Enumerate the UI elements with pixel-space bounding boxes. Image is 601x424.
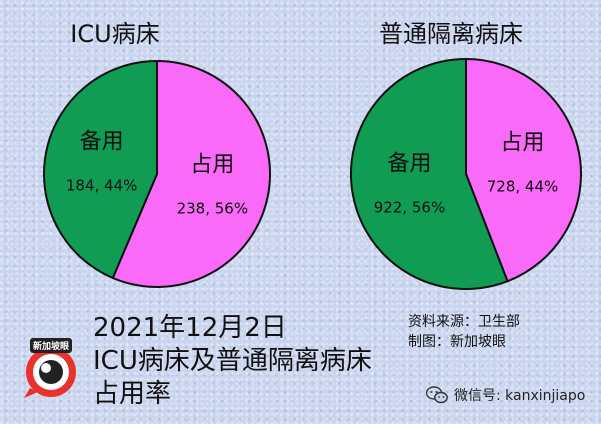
- wechat-icon: [426, 386, 448, 404]
- caption-rate: 占用率: [93, 379, 172, 409]
- pie-slice-value-0-0: 238, 56%: [177, 199, 249, 217]
- pie-slice-value-0-1: 184, 44%: [66, 177, 138, 195]
- isolation-pie-svg: 占用 728, 44% 备用 922, 56%: [350, 57, 582, 290]
- pie-slice-value-1-0: 728, 44%: [487, 177, 559, 195]
- pie-slice-0-0: [111, 59, 271, 288]
- pie-slice-1-0: [465, 57, 582, 283]
- pie-slice-1-1: [350, 57, 509, 290]
- author-line: 制图：新加坡眼: [408, 334, 506, 350]
- pie-slice-label-1-0: 占用: [501, 130, 545, 155]
- icu-pie-svg: 占用 238, 56% 备用 184, 44%: [43, 59, 271, 288]
- pie-slice-value-1-1: 922, 56%: [374, 199, 446, 217]
- icu-chart-title: ICU病床: [70, 20, 160, 48]
- source-line: 资料来源：卫生部: [408, 314, 520, 330]
- wechat-text: 微信号: kanxinjiapo: [454, 388, 586, 404]
- source-note: 资料来源：卫生部 制图：新加坡眼: [408, 312, 520, 352]
- pie-slice-label-0-1: 备用: [80, 130, 124, 155]
- pie-slice-label-1-1: 备用: [387, 152, 431, 177]
- eye-logo-icon: [24, 347, 76, 398]
- caption: 2021年12月2日 ICU病床及普通隔离病床 占用率: [93, 312, 372, 411]
- pie-slice-label-0-0: 占用: [190, 152, 234, 177]
- caption-subject: ICU病床及普通隔离病床: [93, 346, 372, 376]
- caption-date: 2021年12月2日: [93, 313, 287, 343]
- isolation-chart-title: 普通隔离病床: [379, 20, 523, 48]
- icu-pie-chart: ICU病床 占用 238, 56% 备用 184, 44%: [0, 0, 300, 300]
- logo-text: 新加坡眼: [30, 338, 73, 353]
- wechat-watermark: 微信号: kanxinjiapo: [426, 385, 585, 405]
- isolation-pie-chart: 普通隔离病床 占用 728, 44% 备用 922, 56%: [301, 0, 601, 300]
- pie-slice-0-1: [43, 59, 158, 280]
